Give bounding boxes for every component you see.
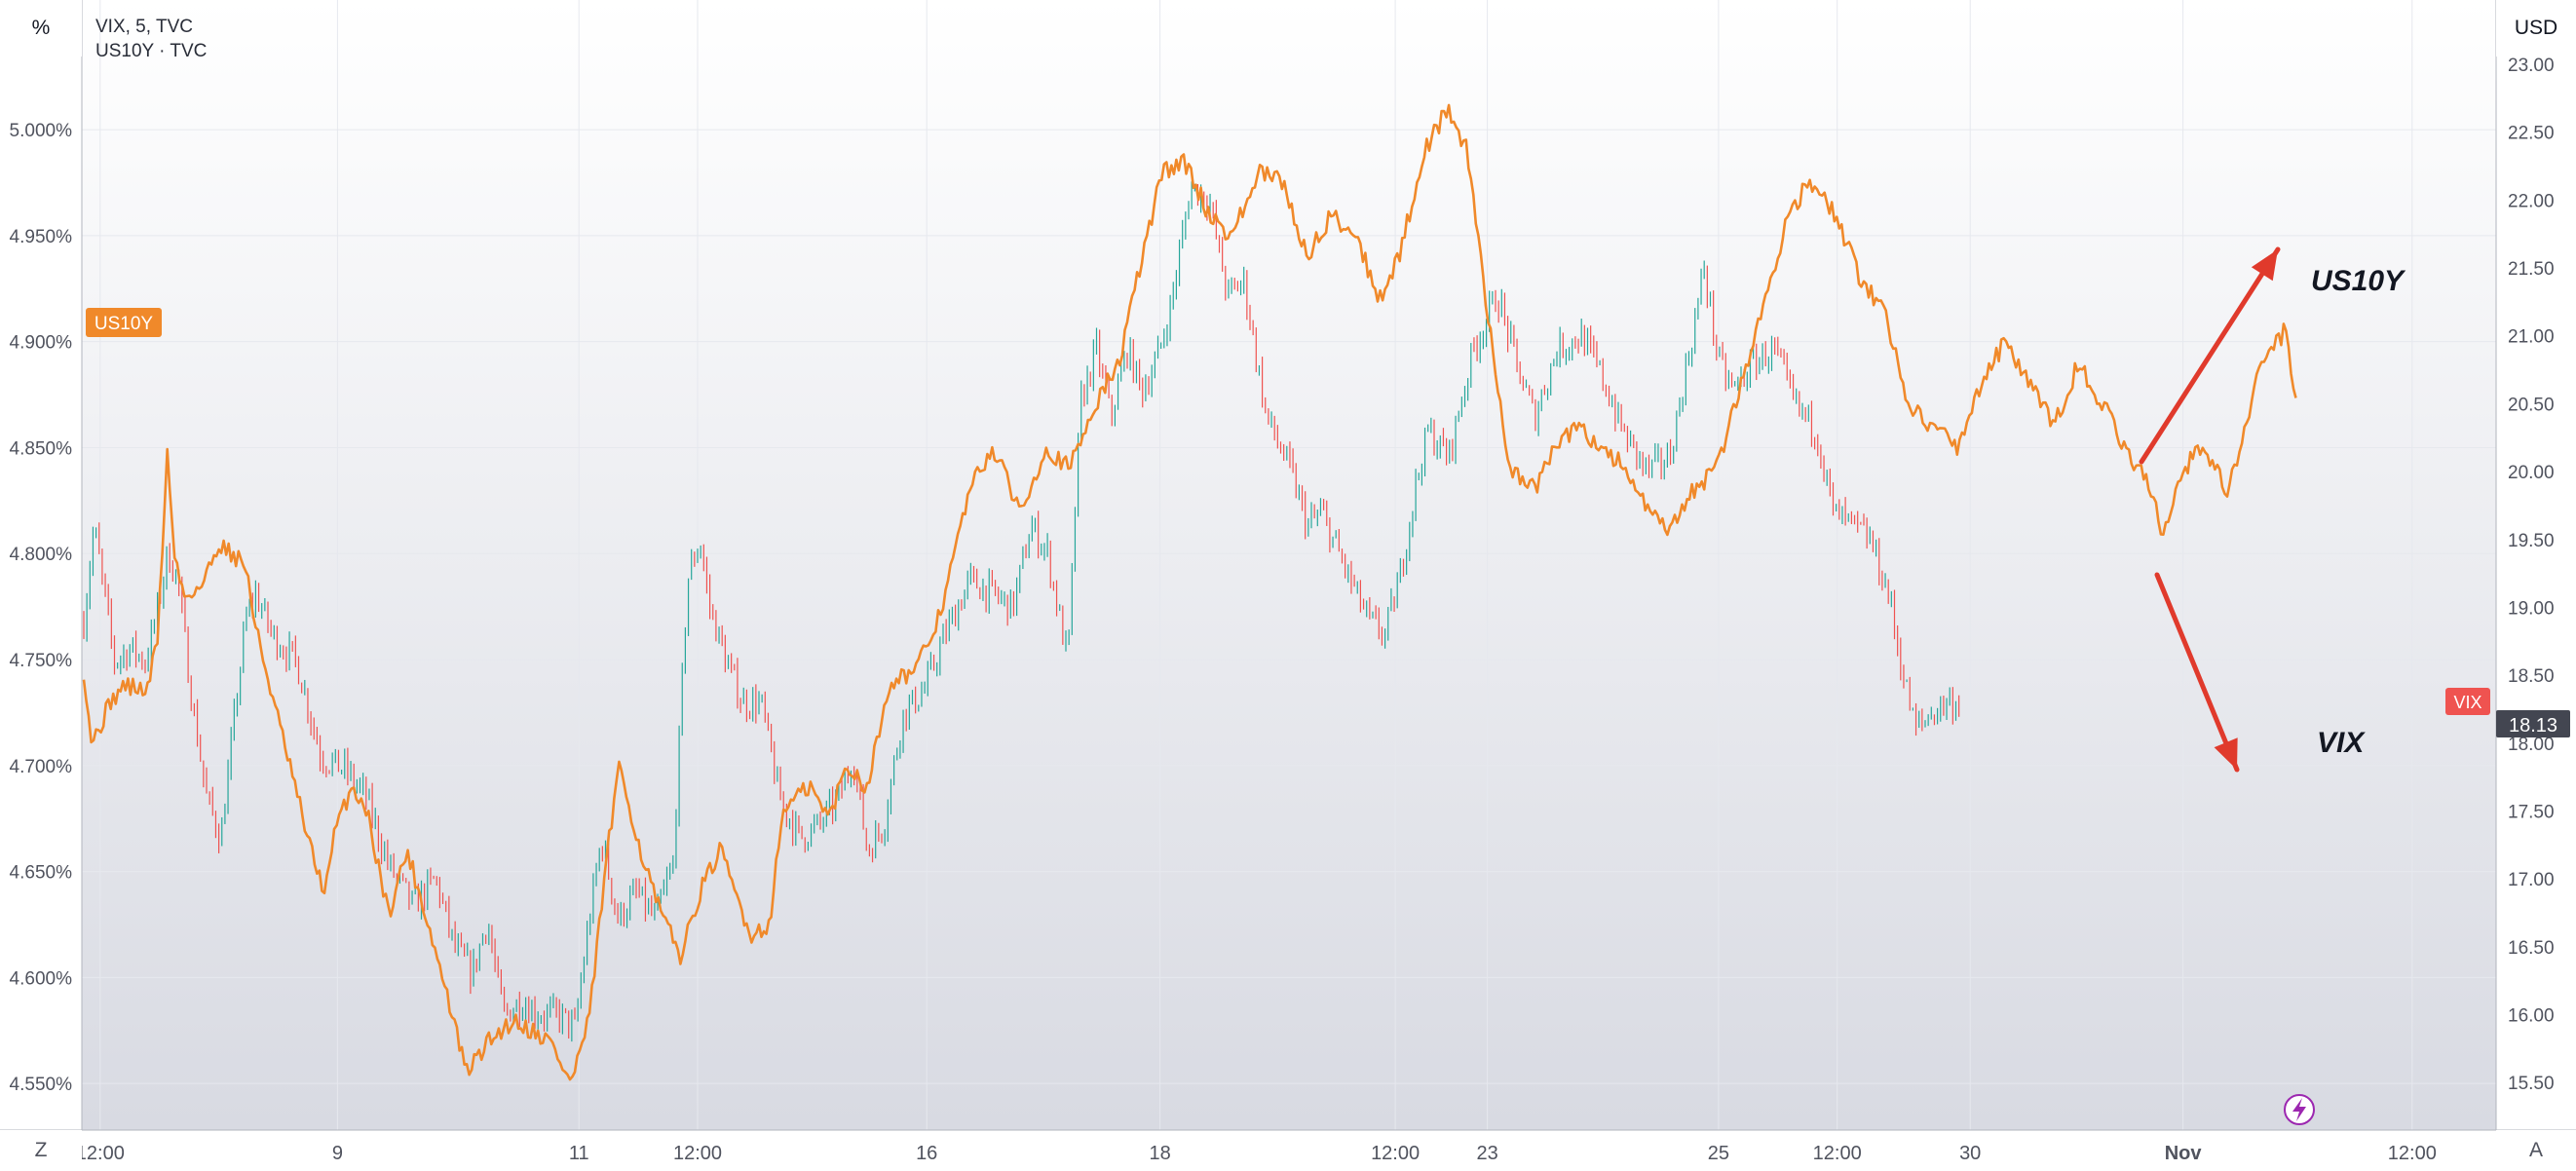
time-axis[interactable]: 12:00 9 11 12:00 16 18 12:00 23 25 12:00 30 Nov 12:0… (0, 1129, 2576, 1164)
time-tick-label: 16 (916, 1143, 937, 1164)
us10y-up-arrow (2139, 246, 2281, 465)
right-tick-label: 18.00 (2508, 735, 2555, 755)
right-tick-label: 17.00 (2508, 870, 2555, 890)
right-tick-label: 17.50 (2508, 802, 2555, 822)
right-tick-label: 16.50 (2508, 938, 2555, 959)
annotations: US10Y VIX (2139, 246, 2406, 773)
time-tick-label: 9 (332, 1143, 343, 1164)
vix-badge-label: VIX (2453, 693, 2481, 712)
auto-scale-button[interactable]: A (2496, 1130, 2576, 1171)
right-tick-label: 20.00 (2508, 463, 2555, 483)
zoom-reset-button[interactable]: Z (0, 1130, 82, 1171)
right-tick-label: 23.00 (2508, 56, 2555, 76)
time-tick-label: 18 (1149, 1143, 1170, 1164)
annotation-vix: VIX (2317, 727, 2366, 759)
us10y-badge-bg (86, 308, 162, 337)
legend-us10y[interactable]: US10Y · TVC (95, 41, 208, 61)
left-tick-label: 4.550% (10, 1075, 73, 1095)
left-tick-label: 5.000% (10, 121, 73, 141)
vix-down-arrow-shaft (2154, 572, 2240, 773)
time-tick-label: 12:00 (76, 1143, 125, 1164)
time-tick-label: 23 (1476, 1143, 1497, 1164)
price-badges: US10Y VIX 18.13 (86, 308, 2570, 737)
vix-last-price-bg (2496, 710, 2570, 737)
time-tick-label: 12:00 (2388, 1143, 2437, 1164)
plot-background (82, 0, 2496, 1130)
legend-vix[interactable]: VIX, 5, TVC (95, 17, 193, 37)
lightning-icon[interactable] (2284, 1094, 2315, 1125)
annotation-us10y: US10Y (2311, 265, 2406, 297)
left-tick-label: 4.800% (10, 545, 73, 565)
left-tick-label: 4.750% (10, 651, 73, 671)
right-tick-label: 22.50 (2508, 124, 2555, 144)
us10y-series (82, 103, 2297, 1081)
grid (82, 0, 2496, 1130)
left-tick-label: 4.700% (10, 757, 73, 777)
vix-down-arrow (2154, 572, 2240, 773)
right-tick-label: 15.50 (2508, 1074, 2555, 1094)
us10y-up-arrow-head (2251, 249, 2278, 282)
vix-series-badge: VIX (2445, 688, 2490, 715)
right-tick-label: 21.00 (2508, 327, 2555, 348)
right-axis-unit[interactable]: USD (2496, 0, 2576, 57)
right-tick-label: 18.50 (2508, 666, 2555, 687)
time-tick-label: Nov (2165, 1143, 2203, 1164)
left-tick-label: 4.600% (10, 968, 73, 989)
right-tick-label: 21.50 (2508, 259, 2555, 280)
vix-down-arrow-head (2214, 737, 2238, 770)
us10y-line (82, 103, 2297, 1081)
time-tick-label: 12:00 (673, 1143, 722, 1164)
time-tick-label: 25 (1708, 1143, 1729, 1164)
time-tick-label: 30 (1959, 1143, 1981, 1164)
right-price-axis[interactable]: 23.00 22.50 22.00 21.50 21.00 20.50 20.00 19.50… (2495, 0, 2555, 1130)
vix-last-price-label: 18.13 (2509, 715, 2557, 737)
vix-badge-bg (2445, 688, 2490, 715)
time-tick-label: 11 (569, 1143, 589, 1164)
left-tick-label: 4.950% (10, 227, 73, 247)
left-tick-label: 4.850% (10, 438, 73, 459)
left-tick-label: 4.900% (10, 333, 73, 354)
us10y-badge-label: US10Y (95, 314, 154, 334)
right-tick-label: 19.50 (2508, 531, 2555, 551)
vix-last-price: 18.13 (2496, 710, 2570, 737)
right-tick-label: 19.00 (2508, 598, 2555, 619)
time-tick-label: 12:00 (1371, 1143, 1420, 1164)
left-tick-label: 4.650% (10, 863, 73, 884)
time-tick-label: 12:00 (1813, 1143, 1862, 1164)
right-tick-label: 22.00 (2508, 191, 2555, 211)
us10y-series-badge: US10Y (86, 308, 162, 337)
right-tick-label: 20.50 (2508, 395, 2555, 415)
us10y-up-arrow-shaft (2139, 246, 2281, 465)
left-price-axis[interactable]: 5.000% 4.950% 4.900% 4.850% 4.800% 4.750% 4.70… (10, 0, 83, 1130)
right-tick-label: 16.00 (2508, 1006, 2555, 1027)
left-axis-unit[interactable]: % (0, 0, 82, 57)
